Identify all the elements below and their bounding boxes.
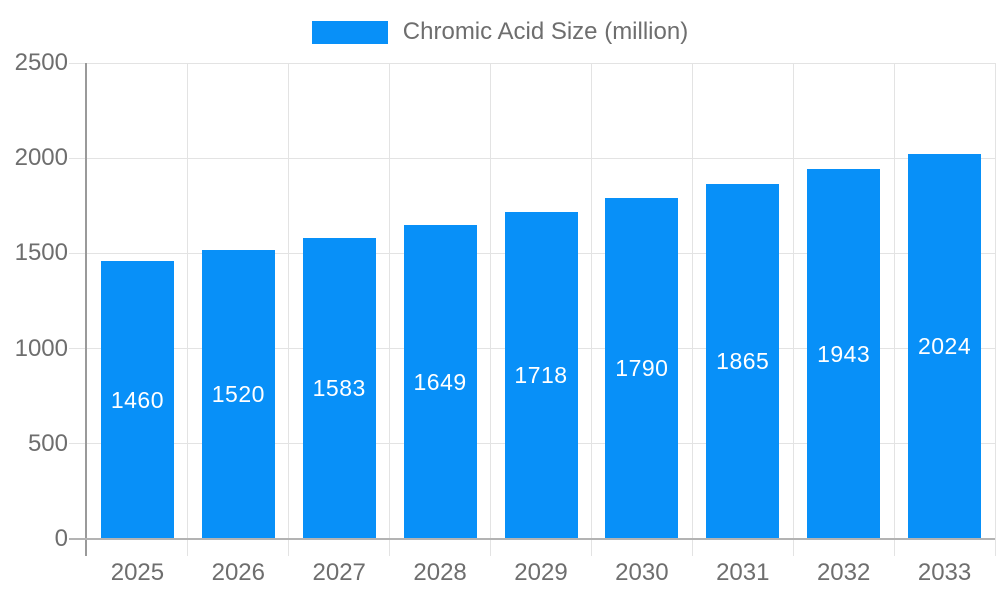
legend-label: Chromic Acid Size (million) bbox=[402, 18, 689, 45]
bar-2025: 1460 bbox=[100, 261, 174, 539]
bar-2031: 1865 bbox=[706, 183, 780, 539]
bar-2029: 1718 bbox=[504, 211, 578, 539]
x-tick-label: 2032 bbox=[816, 559, 871, 586]
bar-2030: 1790 bbox=[605, 198, 679, 539]
x-tick-label: 2033 bbox=[917, 559, 972, 586]
bar-2032: 1943 bbox=[807, 169, 881, 539]
x-tick-label: 2028 bbox=[413, 559, 467, 586]
bar-2028: 1649 bbox=[403, 225, 477, 539]
x-tick-label: 2031 bbox=[716, 559, 770, 586]
bar-value-label: 1583 bbox=[312, 374, 366, 401]
y-tick-label: 1500 bbox=[14, 239, 68, 267]
bar-value-label: 1649 bbox=[413, 368, 467, 395]
v-gridline bbox=[389, 63, 391, 556]
x-tick-label: 2025 bbox=[110, 559, 165, 586]
legend-swatch-icon bbox=[311, 20, 388, 44]
x-tick-label: 2030 bbox=[615, 559, 669, 586]
h-gridline bbox=[69, 62, 995, 64]
v-gridline bbox=[792, 63, 794, 556]
x-axis-baseline bbox=[69, 538, 995, 540]
bar-value-label: 1943 bbox=[817, 340, 871, 367]
v-gridline bbox=[994, 63, 996, 556]
bar-value-label: 1865 bbox=[716, 347, 770, 374]
v-gridline bbox=[187, 63, 189, 556]
v-gridline bbox=[691, 63, 693, 556]
x-tick-label: 2027 bbox=[312, 559, 366, 586]
bar-value-label: 1520 bbox=[211, 380, 265, 407]
v-gridline bbox=[590, 63, 592, 556]
bar-2033: 2024 bbox=[908, 153, 982, 539]
y-tick-label: 2000 bbox=[14, 144, 68, 172]
x-tick-label: 2029 bbox=[514, 559, 568, 586]
v-gridline bbox=[893, 63, 895, 556]
h-gridline bbox=[69, 157, 995, 159]
y-tick-label: 1000 bbox=[14, 334, 68, 362]
y-axis-line bbox=[85, 63, 87, 556]
bar-2026: 1520 bbox=[201, 249, 275, 539]
bar-value-label: 1790 bbox=[615, 355, 669, 382]
legend: Chromic Acid Size (million) bbox=[0, 19, 1000, 45]
v-gridline bbox=[490, 63, 492, 556]
x-tick-label: 2026 bbox=[211, 559, 265, 586]
bar-value-label: 1460 bbox=[110, 386, 165, 413]
bar-2027: 1583 bbox=[302, 237, 376, 539]
v-gridline bbox=[288, 63, 290, 556]
plot-area: 0 500 1000 1500 2000 2500 1460 2025 1520 2026 1583… bbox=[15, 50, 996, 586]
bar-value-label: 1718 bbox=[514, 361, 568, 388]
bar-value-label: 2024 bbox=[917, 332, 972, 359]
y-tick-label: 0 bbox=[54, 525, 68, 552]
y-tick-label: 2500 bbox=[14, 49, 68, 76]
y-tick-label: 500 bbox=[27, 429, 68, 457]
